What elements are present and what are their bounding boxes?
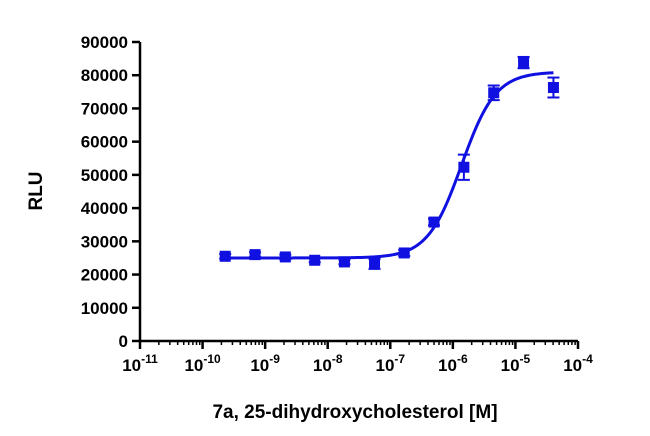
x-axis-label: 7a, 25-dihydroxycholesterol [M] [212, 402, 497, 423]
data-point [428, 216, 441, 228]
x-tick-label: 10-4 [563, 352, 593, 375]
y-tick-label: 70000 [81, 99, 128, 118]
data-point [279, 251, 292, 263]
fit-curve [225, 71, 554, 260]
x-tick-label: 10-5 [501, 352, 531, 375]
x-tick-label: 10-9 [250, 352, 280, 375]
axes: 0 10000 20000 30000 40000 50000 60000 70000 8000… [81, 33, 593, 375]
y-tick-label: 30000 [81, 232, 128, 251]
y-tick-label: 80000 [81, 66, 128, 85]
data-point-marker [338, 256, 350, 268]
data-point-marker [488, 87, 500, 99]
y-tick-label: 20000 [81, 266, 128, 285]
data-point [249, 249, 262, 261]
data-point [517, 55, 530, 70]
data-point [398, 247, 411, 259]
data-point [219, 250, 232, 262]
data-point-marker [309, 254, 321, 266]
data-point-marker [219, 250, 231, 262]
y-tick-label: 40000 [81, 199, 128, 218]
data-point-marker [369, 258, 381, 270]
data-point-marker [518, 57, 530, 69]
data-point [368, 257, 381, 270]
data-point-marker [547, 82, 559, 94]
y-axis-label: RLU [26, 171, 47, 210]
data-point-marker [249, 249, 261, 261]
y-tick-label: 10000 [81, 299, 128, 318]
data-point [547, 76, 560, 99]
x-tick-label: 10-8 [313, 352, 343, 375]
data-point-marker [279, 251, 291, 263]
data-point-marker [428, 216, 440, 228]
data-point [308, 254, 321, 266]
y-tick-label: 60000 [81, 133, 128, 152]
x-tick-label: 10-6 [438, 352, 468, 375]
data-point-marker [398, 247, 410, 259]
x-tick-label: 10-11 [122, 352, 158, 375]
y-tick-label: 90000 [81, 33, 128, 52]
data-points-layer [219, 55, 560, 270]
fit-curve-layer [225, 71, 554, 260]
data-point-marker [458, 161, 470, 173]
data-point [338, 256, 351, 268]
data-point [487, 84, 500, 102]
x-tick-label: 10-7 [375, 352, 405, 375]
x-tick-label: 10-10 [184, 352, 221, 375]
data-point [457, 153, 470, 181]
y-tick-label: 0 [119, 332, 128, 351]
y-tick-label: 50000 [81, 166, 128, 185]
